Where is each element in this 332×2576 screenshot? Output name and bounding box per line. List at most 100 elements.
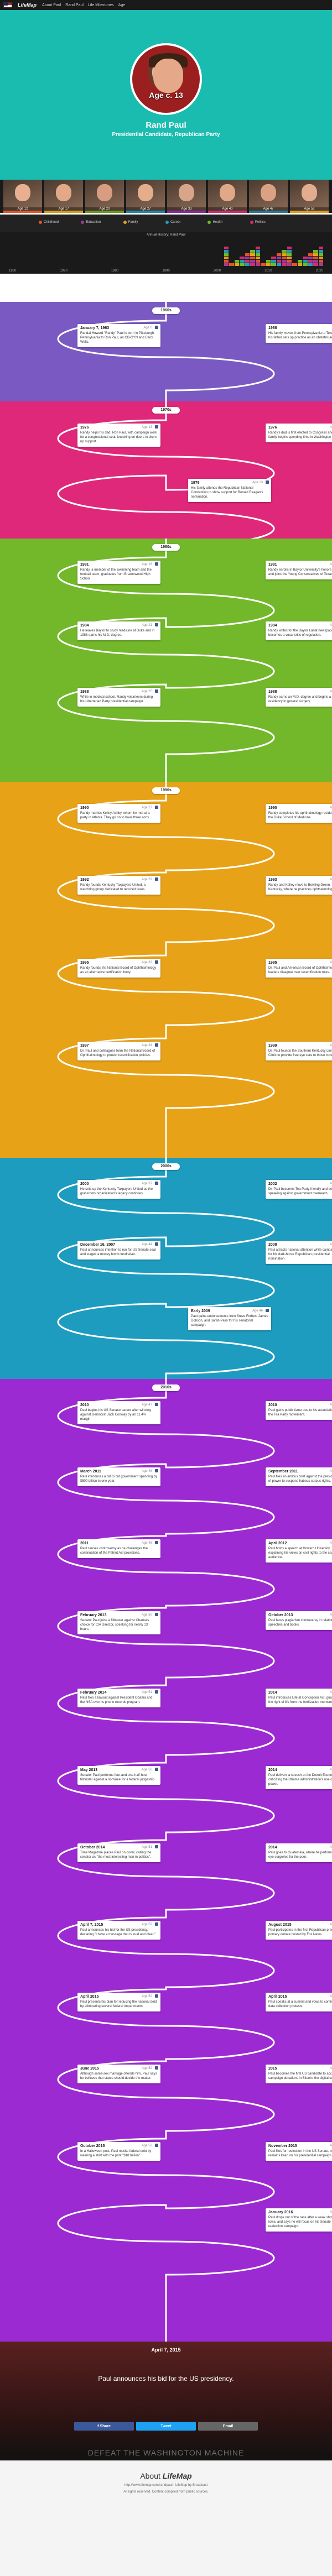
milestone-card[interactable]: February 2013 Age 50 Senator Paul joins a … [77, 1611, 160, 1634]
facebook-share-icon[interactable] [155, 1182, 158, 1185]
milestone-card[interactable]: 1984 Age 21 Randy writes for the Baylor La… [266, 621, 332, 640]
age-thumbnail[interactable]: Age 20 [85, 180, 124, 213]
milestone-card[interactable]: December 16, 2007 Age 44 Paul announces in… [77, 1241, 160, 1260]
decade-label[interactable]: 1970s [152, 407, 180, 414]
legend-item[interactable]: Politics [250, 217, 292, 228]
facebook-share-icon[interactable] [266, 1309, 269, 1312]
milestone-card[interactable]: 1988 Age 25 While in medical school, Randy… [77, 688, 160, 707]
nav-link[interactable]: Rand Paul [65, 3, 84, 7]
milestone-card[interactable]: Early 2009 Age 46 Paul gains endorsements … [188, 1307, 271, 1330]
age-thumbnail[interactable]: Age 17 [44, 180, 83, 213]
decade-label[interactable]: 2000s [152, 1163, 180, 1170]
milestone-card[interactable]: 1993 Age 30 Randy and Kelley move to Bowli… [266, 876, 332, 895]
milestone-card[interactable]: May 2013 Age 50 Senator Paul performs four… [77, 1766, 160, 1785]
milestone-card[interactable]: 1976 Age 13 Randy helps his dad, Ron Paul,… [77, 424, 160, 447]
facebook-share-icon[interactable] [155, 1242, 158, 1246]
milestone-card[interactable]: 1988 Age 25 Randy earns an M.D. degree and… [266, 688, 332, 707]
facebook-share-icon[interactable] [155, 1690, 158, 1694]
decade-label[interactable]: 1960s [152, 307, 180, 314]
facebook-share-icon[interactable] [266, 480, 269, 484]
milestone-card[interactable]: 1990 Age 27 Randy marries Kelley Ashby, wh… [77, 804, 160, 823]
milestone-card[interactable]: 1984 Age 21 He leaves Baylor to study medi… [77, 621, 160, 640]
facebook-share-icon[interactable] [155, 960, 158, 964]
facebook-share-icon[interactable] [155, 877, 158, 881]
milestone-card[interactable]: 2015 Age 52 Paul becomes the first US cand… [266, 2065, 332, 2083]
facebook-share-icon[interactable] [155, 2144, 158, 2147]
milestone-card[interactable]: 2008 Age 45 Paul attracts national attenti… [266, 1241, 332, 1264]
milestone-card[interactable]: April 2012 Age 49 Paul holds a speech at H… [266, 1539, 332, 1563]
nav-link[interactable]: About Paul [42, 3, 61, 7]
facebook-share-icon[interactable] [155, 623, 158, 626]
milestone-card[interactable]: April 2015 Age 52 Paul speaks at a summit … [266, 1993, 332, 2011]
facebook-share-icon[interactable] [155, 1994, 158, 1998]
age-thumbnail[interactable]: Age 12 [3, 180, 42, 213]
milestone-card[interactable]: April 2015 Age 52 Paul presents his plan f… [77, 1993, 160, 2011]
facebook-share-icon[interactable] [155, 1403, 158, 1406]
milestone-card[interactable]: October 2013 Age 50 Paul faces plagiarism … [266, 1611, 332, 1630]
legend-item[interactable]: Career [165, 217, 208, 228]
milestone-card[interactable]: January 2016 Age 53 Paul drops out of the … [266, 2208, 332, 2232]
decade-label[interactable]: 2010s [152, 1384, 180, 1391]
decade-label[interactable]: 1990s [152, 787, 180, 794]
milestone-card[interactable]: 1999 Age 36 Dr. Paul founds the Southern K… [266, 1042, 332, 1060]
age-thumbnail[interactable]: Age 33 [167, 180, 206, 213]
facebook-share-icon[interactable] [155, 1043, 158, 1047]
legend-item[interactable]: Health [208, 217, 250, 228]
milestone-card[interactable]: November 2015 Age 52 Paul files for reelec… [266, 2142, 332, 2161]
milestone-card[interactable]: October 2015 Age 52 In a Halloween post, P… [77, 2142, 160, 2161]
facebook-share-icon[interactable] [155, 1541, 158, 1544]
legend-item[interactable]: Family [123, 217, 165, 228]
milestone-card[interactable]: August 2015 Age 52 Paul participates in th… [266, 1921, 332, 1940]
age-thumbnail[interactable]: Age 47 [249, 180, 288, 213]
facebook-share-icon[interactable] [155, 326, 158, 329]
age-thumbnail[interactable]: Age 52 [290, 180, 329, 213]
milestone-card[interactable]: February 2014 Age 51 Paul files a lawsuit … [77, 1689, 160, 1707]
facebook-share-icon[interactable] [155, 1613, 158, 1616]
facebook-share-icon[interactable] [155, 1922, 158, 1926]
milestone-card[interactable]: 1976 Age 13 Randy's dad is first elected t… [266, 424, 332, 442]
nav-link[interactable]: Life Milestones [87, 3, 114, 7]
milestone-card[interactable]: 1981 Age 18 Randy, a member of the swimmin… [77, 561, 160, 584]
milestone-card[interactable]: 1995 Age 32 Dr. Paul and American Board of… [266, 959, 332, 978]
facebook-share-icon[interactable] [155, 425, 158, 429]
facebook-share-icon[interactable] [155, 1768, 158, 1771]
facebook-share-icon[interactable] [155, 1469, 158, 1472]
facebook-share-icon[interactable] [155, 689, 158, 693]
share-button[interactable]: Tweet [136, 2422, 196, 2431]
share-button[interactable]: Email [198, 2422, 258, 2431]
age-thumbnail[interactable]: Age 27 [126, 180, 165, 213]
age-thumbnail[interactable]: Age 40 [208, 180, 247, 213]
facebook-share-icon[interactable] [155, 2066, 158, 2070]
milestone-card[interactable]: 2002 Age 39 Dr. Paul becomes Tea Party fri… [266, 1180, 332, 1199]
milestone-card[interactable]: 2010 Age 47 Paul gains public fame due to … [266, 1401, 332, 1420]
share-button[interactable]: f Share [74, 2422, 134, 2431]
milestone-card[interactable]: 1992 Age 29 Randy founds Kentucky Taxpayer… [77, 876, 160, 895]
milestone-card[interactable]: 2014 Age 51 Paul goes to Guatemala, where … [266, 1843, 332, 1862]
decade-label[interactable]: 1980s [152, 544, 180, 551]
facebook-share-icon[interactable] [155, 1845, 158, 1848]
milestone-card[interactable]: June 2015 Age 52 Although same-sex marriag… [77, 2065, 160, 2083]
facebook-share-icon[interactable] [155, 562, 158, 566]
milestone-card[interactable]: 1976 Age 13 His family attends the Republi… [188, 479, 271, 502]
milestone-card[interactable]: 2011 Age 48 Paul causes controversy as he … [77, 1539, 160, 1558]
milestone-card[interactable]: October 2014 Age 51 Time Magazine places P… [77, 1843, 160, 1862]
lifemap-logo[interactable]: LifeMap [18, 2, 37, 8]
milestone-card[interactable]: 1990 Age 27 Randy completes his ophthalmol… [266, 804, 332, 823]
milestone-card[interactable]: 1981 Age 18 Randy enrolls in Baylor Univer… [266, 561, 332, 579]
milestone-card[interactable]: 1968Age 5His family moves from Pennsylva… [266, 324, 332, 343]
milestone-card[interactable]: 2000 Age 37 He sets up the Kentucky Taxpay… [77, 1180, 160, 1199]
milestone-card[interactable]: 1995 Age 32 Randy founds the National Boar… [77, 959, 160, 978]
facebook-share-icon[interactable] [155, 806, 158, 809]
nav-link[interactable]: Age [118, 3, 126, 7]
milestone-card[interactable]: January 7, 1963 Age 0 Randal Howard "Randy… [77, 324, 160, 347]
milestone-card[interactable]: September 2011 Age 48 Paul files an amicus… [266, 1467, 332, 1486]
about-line-1[interactable]: http://www.lifemap.com/randpaul · LifeMa… [124, 2484, 208, 2487]
milestone-card[interactable]: March 2011 Age 48 Paul introduces a bill t… [77, 1467, 160, 1486]
milestone-card[interactable]: 2014 Age 51 Paul introduces Life at Concep… [266, 1689, 332, 1707]
milestone-card[interactable]: 1997 Age 34 Dr. Paul and colleagues form t… [77, 1042, 160, 1060]
legend-item[interactable]: Childhood [39, 217, 81, 228]
milestone-card[interactable]: 2014 Age 51 Paul delivers a speech at the … [266, 1766, 332, 1789]
legend-item[interactable]: Education [81, 217, 123, 228]
milestone-card[interactable]: 2010 Age 47 Paul begins his US Senator car… [77, 1401, 160, 1424]
milestone-card[interactable]: April 7, 2015 Age 52 Paul announces his bi… [77, 1921, 160, 1940]
